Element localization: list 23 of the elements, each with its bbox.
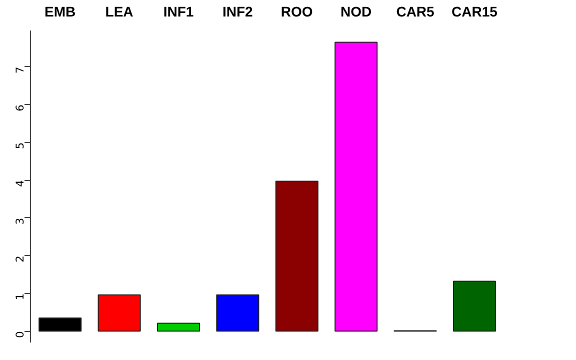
x-tick-label: ROO bbox=[280, 4, 313, 20]
bar bbox=[275, 180, 318, 332]
y-tick-label: 2 bbox=[14, 256, 26, 262]
bar bbox=[38, 317, 82, 332]
y-tick-label: 7 bbox=[14, 66, 26, 74]
y-tick-label: 5 bbox=[14, 142, 26, 150]
bar bbox=[216, 294, 260, 332]
x-tick-label: INF2 bbox=[222, 4, 254, 20]
x-tick-label: CAR15 bbox=[452, 4, 498, 20]
y-tick-label: 3 bbox=[14, 218, 26, 225]
x-tick-label: NOD bbox=[340, 4, 372, 20]
y-tick-label: 6 bbox=[14, 104, 26, 112]
bar bbox=[334, 42, 378, 332]
bar bbox=[452, 280, 496, 332]
y-tick-label: 0 bbox=[14, 330, 26, 338]
x-tick-label: INF1 bbox=[163, 4, 194, 20]
x-tick-label: LEA bbox=[105, 4, 134, 20]
y-tick-label: 4 bbox=[14, 180, 26, 187]
x-tick-label: CAR5 bbox=[396, 4, 435, 20]
x-tick-label: EMB bbox=[44, 4, 76, 20]
bar bbox=[156, 322, 200, 332]
bar bbox=[98, 294, 141, 332]
y-tick-label: 1 bbox=[14, 293, 26, 300]
